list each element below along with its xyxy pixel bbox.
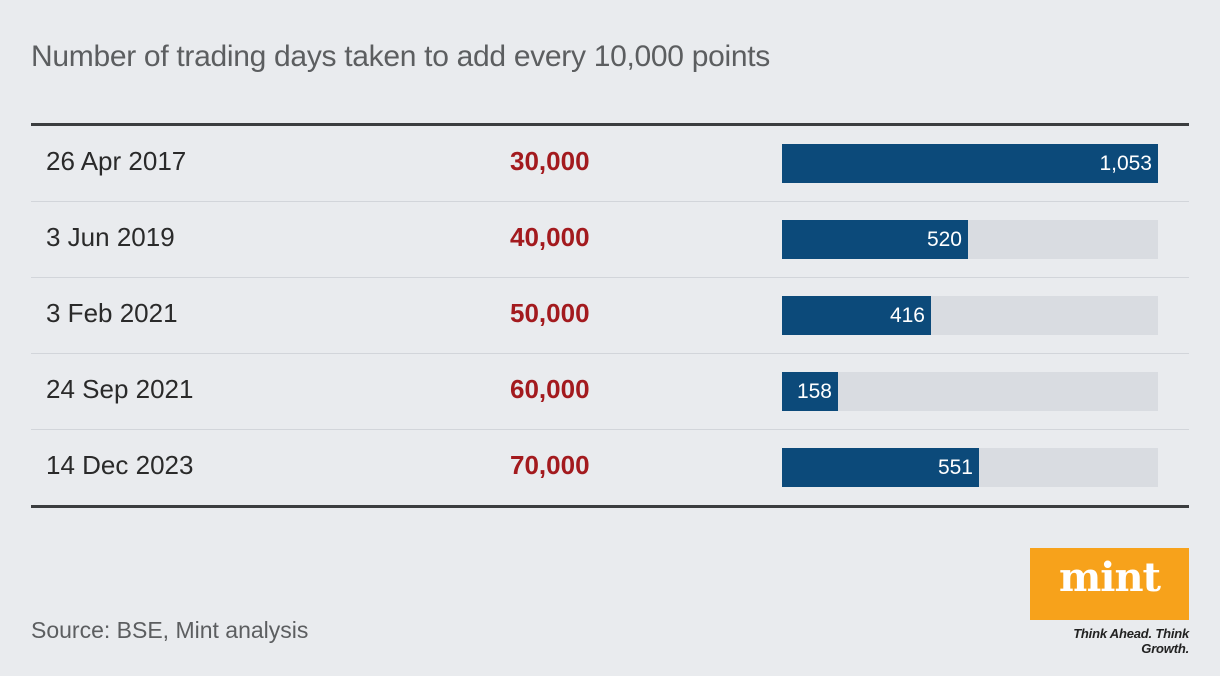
row-milestone: 60,000 [510, 374, 590, 404]
bar: 416 [782, 296, 931, 335]
bar-track: 551 [782, 448, 1158, 487]
row-milestone: 70,000 [510, 450, 590, 480]
bar: 520 [782, 220, 968, 259]
row-date: 26 Apr 2017 [46, 146, 187, 176]
mint-logo: mint [1030, 548, 1189, 620]
bar-track: 1,053 [782, 144, 1158, 183]
table-bottom-rule [31, 505, 1189, 508]
bar-track: 416 [782, 296, 1158, 335]
table-top-rule [31, 123, 1189, 126]
logo-wordmark: mint [1058, 554, 1161, 601]
bar-value-label: 416 [889, 304, 925, 327]
bar-value-label: 1,053 [1099, 152, 1152, 175]
row-milestone: 30,000 [510, 146, 590, 176]
row-date: 3 Feb 2021 [46, 298, 178, 328]
bar: 1,053 [782, 144, 1158, 183]
bar: 158 [782, 372, 838, 411]
table-row: 14 Dec 2023 70,000 551 [31, 430, 1189, 505]
bar-value-label: 520 [926, 228, 962, 251]
bar-value-label: 158 [796, 380, 832, 403]
row-date: 24 Sep 2021 [46, 374, 194, 404]
logo-tagline: Think Ahead. Think Growth. [1073, 626, 1189, 656]
bar: 551 [782, 448, 979, 487]
bar-value-label: 551 [937, 456, 973, 479]
bar-track: 158 [782, 372, 1158, 411]
source-note: Source: BSE, Mint analysis [31, 617, 309, 643]
table-row: 3 Jun 2019 40,000 520 [31, 202, 1189, 278]
bar-track: 520 [782, 220, 1158, 259]
table-row: 24 Sep 2021 60,000 158 [31, 354, 1189, 430]
chart-title: Number of trading days taken to add ever… [31, 40, 770, 73]
row-date: 14 Dec 2023 [46, 450, 194, 480]
row-milestone: 40,000 [510, 222, 590, 252]
row-milestone: 50,000 [510, 298, 590, 328]
table-row: 26 Apr 2017 30,000 1,053 [31, 126, 1189, 202]
chart-table: 26 Apr 2017 30,000 1,053 3 Jun 2019 40,0… [31, 126, 1189, 505]
table-row: 3 Feb 2021 50,000 416 [31, 278, 1189, 354]
row-date: 3 Jun 2019 [46, 222, 175, 252]
